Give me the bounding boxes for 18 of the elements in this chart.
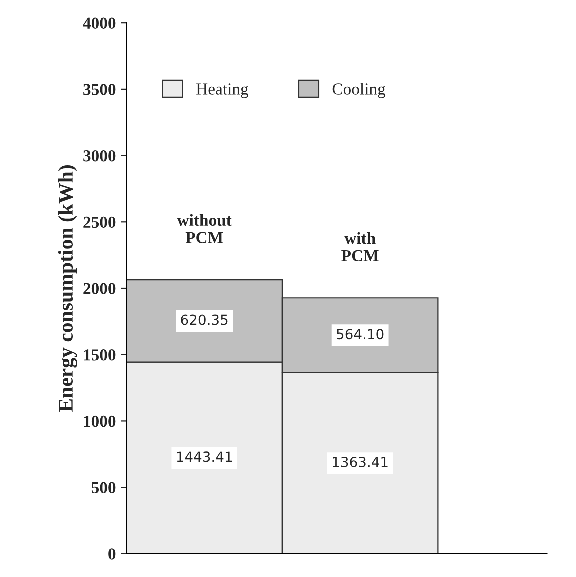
y-axis-title: Energy consumption (kWh) (58, 166, 78, 412)
y-tick-label: 2500 (84, 216, 116, 228)
legend-label: Heating (196, 84, 249, 98)
text: 564.10 (337, 329, 384, 340)
y-tick-label: 3000 (84, 150, 116, 162)
legend-label: Cooling (332, 83, 386, 98)
y-tick-label: 3500 (84, 84, 116, 96)
y-tick-label: 1500 (84, 350, 116, 361)
text: 1443.41 (177, 452, 232, 462)
x-tick-label: without PCM (177, 214, 232, 244)
y-tick-label: 2000 (84, 283, 116, 294)
text: 1363.41 (333, 456, 388, 468)
y-tick-label: 4000 (83, 18, 116, 30)
y-tick-label: 0 (108, 548, 116, 560)
y-tick-label: 500 (92, 482, 116, 494)
x-tick-label: with PCM (342, 232, 379, 262)
text: 620.35 (181, 314, 228, 326)
y-tick-label: 1000 (84, 416, 116, 428)
